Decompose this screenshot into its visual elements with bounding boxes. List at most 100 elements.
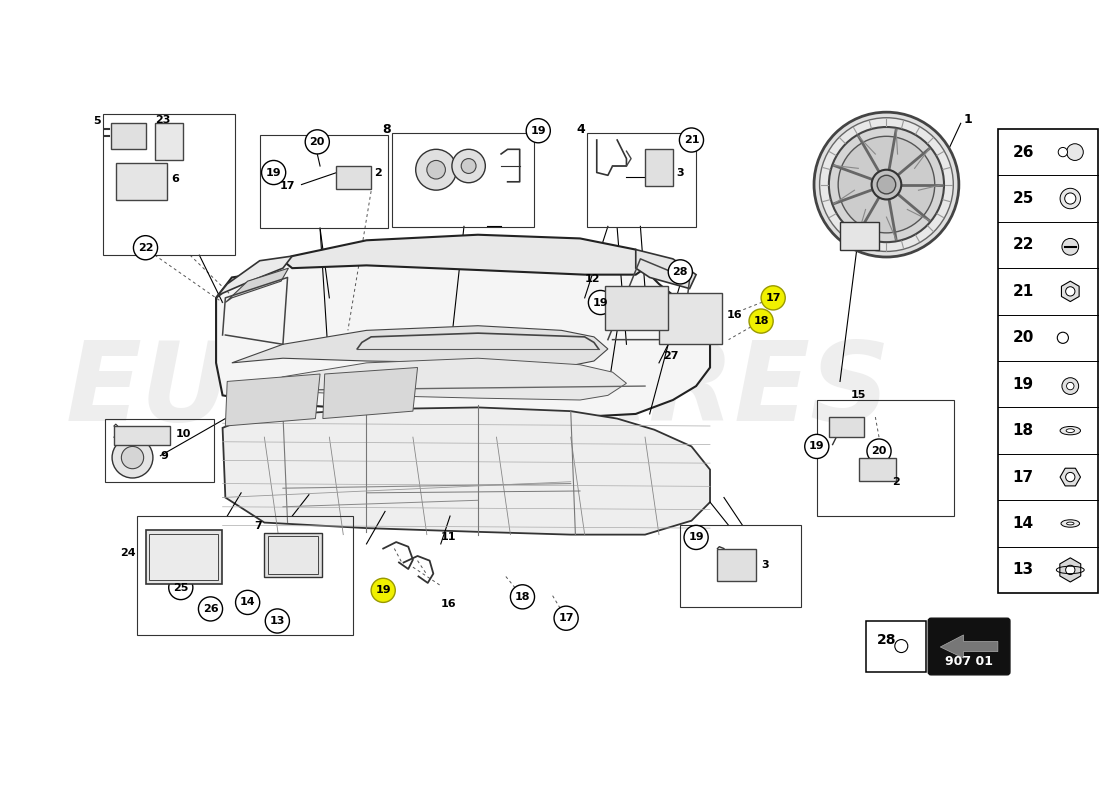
Circle shape (814, 112, 959, 257)
Polygon shape (216, 240, 710, 417)
Polygon shape (1060, 468, 1080, 486)
Circle shape (452, 150, 485, 182)
Circle shape (588, 290, 613, 314)
Bar (155, 123, 183, 161)
Bar (264, 533, 322, 578)
Text: 23: 23 (155, 114, 170, 125)
Text: 28: 28 (672, 267, 689, 277)
Text: 13: 13 (270, 616, 285, 626)
Text: 26: 26 (202, 604, 218, 614)
Polygon shape (226, 374, 320, 426)
Text: 19: 19 (808, 442, 825, 451)
Text: 19: 19 (1013, 377, 1034, 392)
Text: 2: 2 (374, 167, 382, 178)
Circle shape (112, 437, 153, 478)
Text: 25: 25 (173, 582, 188, 593)
Text: 12: 12 (585, 274, 601, 284)
Bar (717, 549, 757, 581)
Text: 14: 14 (1013, 516, 1034, 531)
Bar (150, 534, 218, 580)
Text: 19: 19 (266, 167, 282, 178)
Polygon shape (232, 326, 608, 367)
Circle shape (805, 434, 829, 458)
Circle shape (1066, 473, 1075, 482)
Text: 22: 22 (1013, 238, 1034, 253)
Text: 25: 25 (1013, 191, 1034, 206)
Text: 3: 3 (761, 560, 769, 570)
Circle shape (871, 170, 901, 199)
Bar (859, 458, 895, 481)
Text: 21: 21 (684, 135, 700, 145)
Text: 8: 8 (382, 123, 390, 136)
Circle shape (867, 439, 891, 463)
Circle shape (820, 118, 954, 251)
Text: 17: 17 (766, 293, 781, 303)
Circle shape (761, 286, 785, 310)
Text: 17: 17 (1013, 470, 1034, 485)
Circle shape (526, 118, 550, 143)
Text: 907 01: 907 01 (945, 655, 993, 668)
Text: 10: 10 (176, 430, 191, 439)
Circle shape (749, 309, 773, 333)
Circle shape (427, 161, 446, 179)
Circle shape (1066, 566, 1075, 574)
Bar (817, 400, 954, 516)
Text: 18: 18 (754, 316, 769, 326)
Text: 21: 21 (1013, 284, 1034, 299)
Circle shape (510, 585, 535, 609)
Text: 7: 7 (255, 522, 263, 531)
Text: 2: 2 (892, 477, 900, 486)
Bar (268, 537, 318, 574)
Circle shape (838, 136, 935, 233)
Text: 3: 3 (676, 167, 684, 178)
Ellipse shape (1066, 429, 1075, 433)
Bar (393, 133, 534, 227)
Polygon shape (222, 407, 710, 534)
Bar (111, 123, 146, 150)
Bar (104, 418, 214, 482)
Circle shape (461, 158, 476, 174)
Circle shape (1067, 382, 1074, 390)
FancyBboxPatch shape (928, 618, 1010, 675)
Circle shape (265, 609, 289, 633)
Circle shape (235, 590, 260, 614)
Text: 20: 20 (871, 446, 887, 456)
Bar (605, 286, 668, 330)
Text: 13: 13 (1013, 562, 1034, 578)
Text: 20: 20 (309, 137, 324, 147)
Text: 19: 19 (593, 298, 608, 307)
Circle shape (1062, 378, 1079, 394)
Bar (645, 150, 673, 186)
Bar (866, 621, 926, 672)
Circle shape (133, 236, 157, 260)
Ellipse shape (1062, 520, 1079, 527)
Text: 6: 6 (172, 174, 179, 184)
Text: 24: 24 (121, 548, 136, 558)
Polygon shape (226, 268, 288, 302)
Text: 4: 4 (576, 123, 585, 136)
Circle shape (121, 446, 144, 469)
Circle shape (371, 578, 395, 602)
Circle shape (1062, 238, 1079, 255)
Circle shape (1057, 332, 1068, 343)
Circle shape (1065, 193, 1076, 204)
Ellipse shape (1060, 426, 1080, 435)
Bar (336, 166, 371, 190)
Text: 9: 9 (161, 450, 168, 461)
Circle shape (1067, 144, 1084, 161)
Circle shape (168, 575, 192, 600)
Circle shape (680, 128, 704, 152)
Circle shape (684, 526, 708, 550)
Text: 22: 22 (138, 242, 153, 253)
Text: 27: 27 (663, 351, 679, 362)
Text: 15: 15 (851, 390, 867, 400)
Text: 19: 19 (530, 126, 546, 136)
Bar (138, 516, 353, 635)
Text: 17: 17 (559, 613, 574, 623)
Text: 19: 19 (375, 586, 390, 595)
Text: 20: 20 (1013, 330, 1034, 346)
Circle shape (668, 260, 692, 284)
Circle shape (1060, 188, 1080, 209)
Polygon shape (1059, 558, 1080, 582)
Circle shape (894, 639, 908, 653)
